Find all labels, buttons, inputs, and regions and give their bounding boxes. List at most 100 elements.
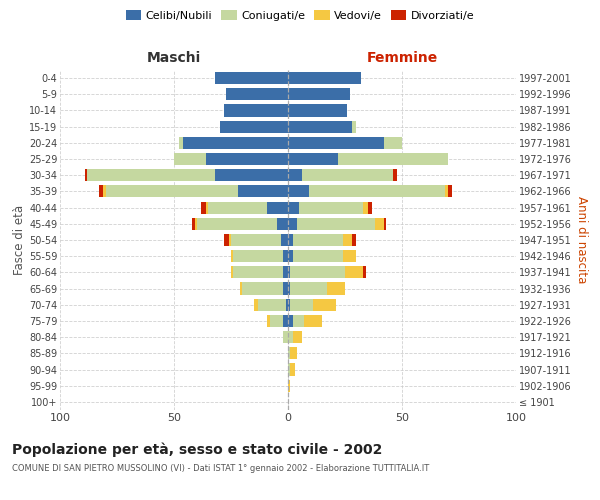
Bar xyxy=(290,266,345,278)
Bar xyxy=(259,298,286,311)
Bar xyxy=(215,72,288,84)
Bar xyxy=(206,153,288,165)
Bar xyxy=(308,186,445,198)
Bar xyxy=(374,218,384,230)
Bar xyxy=(288,186,308,198)
Bar xyxy=(288,298,290,311)
Bar xyxy=(206,202,208,213)
Bar xyxy=(283,315,288,327)
Bar xyxy=(88,169,215,181)
Bar xyxy=(174,153,206,165)
Bar xyxy=(283,250,288,262)
Bar xyxy=(288,250,293,262)
Bar xyxy=(343,234,352,246)
Bar xyxy=(229,234,231,246)
Bar xyxy=(327,282,345,294)
Bar xyxy=(288,234,293,246)
Bar xyxy=(192,218,194,230)
Bar xyxy=(286,298,288,311)
Bar xyxy=(208,202,268,213)
Bar xyxy=(215,169,288,181)
Bar xyxy=(290,364,295,376)
Bar xyxy=(106,186,238,198)
Bar xyxy=(231,234,281,246)
Bar xyxy=(293,234,343,246)
Bar xyxy=(268,202,288,213)
Bar xyxy=(231,250,233,262)
Bar xyxy=(233,266,283,278)
Bar xyxy=(384,137,402,149)
Bar xyxy=(338,153,448,165)
Text: Maschi: Maschi xyxy=(147,51,201,65)
Bar xyxy=(302,169,393,181)
Bar xyxy=(288,202,299,213)
Bar xyxy=(288,153,338,165)
Bar xyxy=(343,250,356,262)
Bar xyxy=(194,218,197,230)
Bar xyxy=(368,202,373,213)
Bar xyxy=(288,331,293,343)
Bar xyxy=(288,348,290,360)
Text: Popolazione per età, sesso e stato civile - 2002: Popolazione per età, sesso e stato civil… xyxy=(12,442,382,457)
Bar xyxy=(313,298,336,311)
Bar xyxy=(345,266,363,278)
Text: Femmine: Femmine xyxy=(367,51,437,65)
Bar xyxy=(288,72,361,84)
Bar xyxy=(240,282,242,294)
Bar xyxy=(283,282,288,294)
Bar xyxy=(183,137,288,149)
Bar xyxy=(288,380,290,392)
Bar xyxy=(293,331,302,343)
Bar xyxy=(281,234,288,246)
Text: COMUNE DI SAN PIETRO MUSSOLINO (VI) - Dati ISTAT 1° gennaio 2002 - Elaborazione : COMUNE DI SAN PIETRO MUSSOLINO (VI) - Da… xyxy=(12,464,429,473)
Bar xyxy=(297,218,374,230)
Bar xyxy=(288,137,384,149)
Bar xyxy=(363,202,368,213)
Bar xyxy=(197,218,277,230)
Bar xyxy=(393,169,397,181)
Bar xyxy=(202,202,206,213)
Bar xyxy=(288,282,290,294)
Bar xyxy=(224,234,229,246)
Bar xyxy=(283,266,288,278)
Bar xyxy=(254,298,259,311)
Bar xyxy=(288,315,293,327)
Bar xyxy=(299,202,363,213)
Bar xyxy=(290,282,327,294)
Bar xyxy=(293,315,304,327)
Bar xyxy=(85,169,88,181)
Bar xyxy=(99,186,103,198)
Bar xyxy=(226,88,288,101)
Bar xyxy=(268,315,270,327)
Bar xyxy=(448,186,452,198)
Bar xyxy=(445,186,448,198)
Bar xyxy=(288,218,297,230)
Bar xyxy=(352,120,356,132)
Bar xyxy=(242,282,283,294)
Bar xyxy=(238,186,288,198)
Bar xyxy=(352,234,356,246)
Legend: Celibi/Nubili, Coniugati/e, Vedovi/e, Divorziati/e: Celibi/Nubili, Coniugati/e, Vedovi/e, Di… xyxy=(121,6,479,25)
Bar xyxy=(270,315,283,327)
Bar xyxy=(363,266,365,278)
Bar xyxy=(288,104,347,117)
Bar xyxy=(220,120,288,132)
Bar xyxy=(288,88,350,101)
Bar xyxy=(103,186,106,198)
Bar xyxy=(288,364,290,376)
Bar xyxy=(231,266,233,278)
Bar xyxy=(179,137,183,149)
Bar xyxy=(288,120,352,132)
Bar xyxy=(290,298,313,311)
Y-axis label: Anni di nascita: Anni di nascita xyxy=(575,196,589,284)
Bar xyxy=(277,218,288,230)
Bar xyxy=(224,104,288,117)
Bar xyxy=(233,250,283,262)
Y-axis label: Fasce di età: Fasce di età xyxy=(13,205,26,275)
Bar xyxy=(288,266,290,278)
Bar xyxy=(304,315,322,327)
Bar xyxy=(290,348,297,360)
Bar xyxy=(283,331,288,343)
Bar xyxy=(384,218,386,230)
Bar xyxy=(293,250,343,262)
